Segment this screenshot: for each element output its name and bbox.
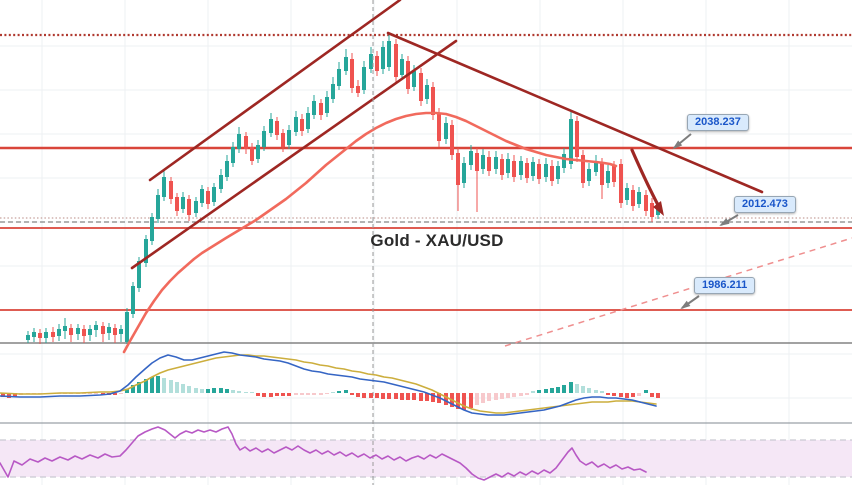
pink-dashed-projection <box>504 237 852 347</box>
trendlines <box>130 0 764 270</box>
channel-lower <box>130 39 458 270</box>
macd-panel <box>0 351 660 416</box>
channel-upper <box>148 0 402 182</box>
candles <box>26 33 660 344</box>
rsi-line <box>0 426 647 481</box>
descending-resistance <box>386 31 764 194</box>
callout-tails <box>672 133 739 310</box>
price-callout-middle[interactable]: 2012.473 <box>734 196 796 213</box>
price-callout-upper[interactable]: 2038.237 <box>687 114 749 131</box>
moving-average-line <box>122 111 618 354</box>
chart-title: Gold - XAU/USD <box>370 231 504 250</box>
horizontal-level-lines <box>0 33 852 424</box>
price-callout-lower[interactable]: 1986.211 <box>694 277 756 294</box>
down-trade-arrow <box>630 148 664 216</box>
